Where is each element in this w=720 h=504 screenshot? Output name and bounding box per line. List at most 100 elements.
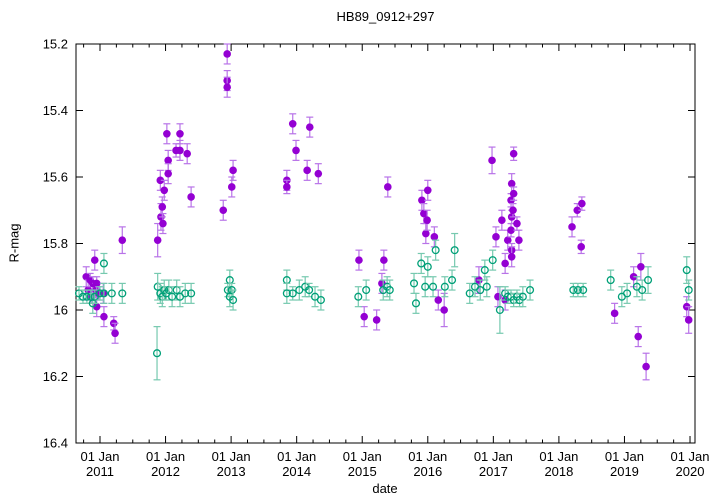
data-point-open — [447, 276, 457, 285]
data-point-open — [573, 285, 582, 295]
series-1 — [82, 43, 693, 381]
data-point-filled — [513, 219, 521, 228]
data-point-filled — [498, 216, 506, 225]
data-point-filled — [229, 166, 237, 175]
data-point-open — [518, 292, 527, 301]
data-point-filled — [637, 262, 645, 271]
data-point-filled — [380, 256, 388, 264]
data-point-filled — [283, 183, 291, 191]
data-point-filled — [187, 193, 195, 201]
x-tick-label: 01 Jan — [146, 449, 185, 464]
data-point-open — [684, 285, 693, 295]
data-point-filled — [488, 156, 496, 165]
data-point-open — [409, 279, 419, 288]
data-point-open — [482, 282, 491, 291]
x-tick-label: 2016 — [413, 464, 442, 479]
data-point-filled — [492, 233, 500, 241]
x-tick-label: 01 Jan — [408, 449, 447, 464]
plot-border — [75, 43, 696, 444]
x-tick-label: 01 Jan — [539, 449, 578, 464]
data-point-filled — [503, 236, 512, 244]
data-point-open — [421, 282, 430, 291]
y-tick-label: 16.4 — [43, 436, 68, 451]
x-tick-label: 2012 — [151, 464, 180, 479]
data-point-filled — [355, 256, 363, 264]
data-point-filled — [118, 236, 127, 244]
data-point-filled — [509, 149, 518, 158]
data-point-filled — [183, 149, 191, 158]
data-point-open — [623, 289, 632, 298]
data-point-open — [682, 266, 691, 275]
data-point-filled — [494, 292, 502, 301]
data-point-filled — [440, 306, 448, 314]
data-point-open — [606, 276, 615, 285]
data-point-filled — [422, 229, 430, 238]
data-point-open — [488, 256, 497, 265]
data-point-filled — [423, 216, 431, 225]
data-point-open — [417, 259, 426, 268]
data-point-open — [99, 289, 108, 298]
data-point-filled — [92, 279, 101, 288]
data-point-filled — [156, 176, 165, 185]
y-tick-label: 16 — [54, 303, 68, 318]
data-point-filled — [507, 252, 516, 261]
data-point-open — [423, 262, 432, 271]
data-point-open — [440, 282, 449, 291]
data-point-open — [354, 292, 363, 301]
data-point-filled — [100, 312, 108, 321]
data-point-open — [99, 259, 108, 268]
data-point-filled — [509, 189, 518, 198]
data-point-filled — [378, 279, 386, 288]
data-point-filled — [507, 179, 516, 188]
data-point-filled — [578, 199, 586, 208]
data-point-open — [187, 289, 196, 298]
x-tick-label: 2020 — [676, 464, 705, 479]
data-point-filled — [176, 129, 184, 138]
data-point-filled — [288, 120, 297, 128]
data-point-filled — [314, 169, 323, 178]
y-ticks: 15.2 15.4 15.6 15.8 16 16.2 16.4 — [43, 37, 695, 451]
x-tick-label: 01 Jan — [343, 449, 382, 464]
data-point-filled — [420, 209, 428, 218]
data-point-filled — [434, 296, 443, 304]
data-point-filled — [219, 206, 228, 215]
data-point-filled — [610, 309, 619, 318]
data-point-filled — [577, 243, 585, 251]
x-tick-label: 01 Jan — [670, 449, 709, 464]
data-point-filled — [164, 169, 172, 178]
data-point-open — [310, 292, 320, 301]
data-point-filled — [92, 302, 101, 311]
data-point-filled — [684, 316, 693, 324]
data-point-open — [107, 289, 116, 298]
x-tick-label: 2011 — [86, 464, 114, 479]
data-point-filled — [423, 186, 432, 195]
data-point-open — [579, 285, 588, 295]
data-point-filled — [573, 206, 582, 215]
data-point-open — [428, 282, 438, 291]
data-point-filled — [305, 123, 314, 131]
data-point-open — [305, 285, 314, 295]
data-point-open — [411, 299, 421, 308]
data-point-open — [644, 276, 653, 285]
y-tick-label: 16.2 — [43, 369, 68, 384]
data-point-filled — [507, 226, 515, 234]
x-axis-label: date — [372, 481, 398, 496]
data-point-open — [431, 246, 440, 255]
data-point-open — [295, 285, 304, 295]
data-point-open — [569, 285, 578, 295]
data-point-filled — [292, 146, 300, 155]
y-tick-label: 15.6 — [43, 170, 68, 185]
x-tick-label: 01 Jan — [605, 449, 644, 464]
data-point-open — [152, 349, 162, 358]
data-point-filled — [568, 223, 576, 231]
data-point-open — [282, 289, 291, 298]
x-tick-label: 2017 — [479, 464, 508, 479]
data-point-filled — [634, 332, 643, 341]
data-point-filled — [223, 83, 231, 92]
x-tick-label: 2015 — [348, 464, 377, 479]
data-point-filled — [227, 183, 236, 191]
data-point-filled — [303, 166, 311, 175]
